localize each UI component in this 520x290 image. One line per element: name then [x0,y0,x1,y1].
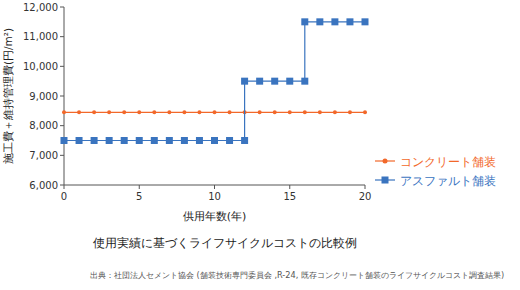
point [152,110,156,114]
y-tick [60,7,64,8]
legend-marker [383,159,388,164]
point [241,137,248,144]
y-tick [60,66,64,67]
y-tick-label: 12,000 [23,2,58,13]
x-tick-label: 5 [136,191,142,202]
point [226,137,233,144]
x-tick [214,185,215,189]
point [211,137,218,144]
x-tick-label: 15 [283,191,296,202]
point [362,18,369,25]
point [76,137,83,144]
point [182,110,186,114]
point [91,137,98,144]
y-tick-label: 6,000 [29,180,58,191]
y-tick [60,96,64,97]
point [196,137,203,144]
x-tick [139,185,140,189]
point [303,110,307,114]
legend-marker [382,177,389,184]
y-tick [60,155,64,156]
point [286,78,293,85]
x-tick [64,185,65,189]
point [318,110,322,114]
point [271,78,278,85]
point [106,137,113,144]
point [348,110,352,114]
point [333,110,337,114]
point [62,110,66,114]
x-tick [365,185,366,189]
point [122,110,126,114]
point [151,137,158,144]
legend-label: コンクリート舗装 [400,155,496,169]
x-axis-label: 供用年数(年) [183,210,247,223]
y-tick-label: 10,000 [23,61,58,72]
y-tick-label: 11,000 [23,31,58,42]
source: 出典：社団法人セメント協会 (舗装技術専門委員会 ,R-24, 既存コンクリート… [90,270,504,280]
point [137,110,141,114]
point [136,137,143,144]
point [197,110,201,114]
point [167,110,171,114]
x-tick-label: 0 [61,191,67,202]
point [228,110,232,114]
chart: 6,000 7,000 8,000 9,000 10,000 11,000 12,000 0 5… [0,0,520,290]
plot-area [61,18,369,144]
point [92,110,96,114]
point [346,18,353,25]
y-tick [60,185,64,186]
title: 使用実績に基づくライフサイクルコストの比較例 [93,236,357,250]
point [121,137,128,144]
y-axis-label: 施工費＋維持管理費(円/m²) [2,28,14,164]
point [363,110,367,114]
point [181,137,188,144]
point [61,137,68,144]
x-tick-label: 10 [208,191,221,202]
y-tick [60,36,64,37]
point [213,110,217,114]
point [331,18,338,25]
point [258,110,262,114]
point [301,78,308,85]
y-tick-label: 7,000 [29,150,58,161]
point [77,110,81,114]
x-tick [289,185,290,189]
point [273,110,277,114]
y-tick [60,125,64,126]
point [107,110,111,114]
y-tick-label: 8,000 [29,120,58,131]
point [256,78,263,85]
y-tick-label: 9,000 [29,91,58,102]
point [241,78,248,85]
point [166,137,173,144]
series-line [64,22,365,141]
point [301,18,308,25]
point [288,110,292,114]
x-tick-label: 20 [359,191,372,202]
legend-label: アスファルト舗装 [400,174,496,188]
point [316,18,323,25]
